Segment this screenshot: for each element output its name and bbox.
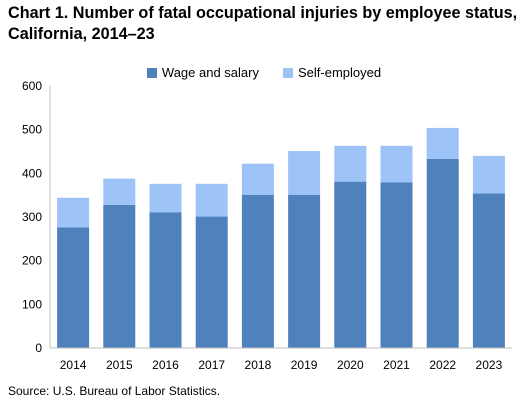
bar-wage-and-salary — [57, 227, 90, 348]
x-tick-label: 2014 — [60, 358, 87, 372]
legend-swatch-wage — [146, 68, 157, 78]
bar-wage-and-salary — [103, 204, 136, 348]
y-tick-label: 300 — [22, 210, 42, 224]
bar-wage-and-salary — [195, 216, 228, 348]
bar-wage-and-salary — [380, 182, 413, 348]
bar-self-employed — [195, 183, 228, 217]
x-tick-label: 2021 — [383, 358, 410, 372]
bar-self-employed — [57, 197, 90, 228]
x-tick-label: 2019 — [291, 358, 318, 372]
bar-wage-and-salary — [288, 194, 321, 348]
legend-label-self: Self-employed — [297, 65, 382, 80]
y-tick-label: 100 — [22, 297, 42, 311]
bar-self-employed — [149, 183, 182, 213]
bar-self-employed — [426, 127, 459, 159]
x-tick-label: 2015 — [106, 358, 133, 372]
x-tick-label: 2018 — [245, 358, 272, 372]
bar-self-employed — [334, 145, 367, 182]
bar-wage-and-salary — [426, 158, 459, 348]
x-tick-label: 2022 — [429, 358, 456, 372]
y-tick-label: 400 — [22, 166, 42, 180]
x-tick-label: 2023 — [476, 358, 503, 372]
bar-self-employed — [472, 155, 505, 194]
bar-self-employed — [103, 178, 136, 205]
bar-wage-and-salary — [334, 181, 367, 348]
x-tick-label: 2017 — [198, 358, 225, 372]
x-tick-label: 2016 — [152, 358, 179, 372]
chart-title: Chart 1. Number of fatal occupational in… — [8, 4, 518, 43]
legend-swatch-self — [282, 68, 293, 78]
bar-self-employed — [380, 145, 413, 183]
bar-wage-and-salary — [472, 193, 505, 348]
y-tick-label: 600 — [22, 79, 42, 93]
legend: Wage and salary Self-employed — [0, 65, 528, 81]
y-tick-label: 0 — [35, 341, 42, 355]
legend-item-wage: Wage and salary — [146, 65, 259, 81]
bar-wage-and-salary — [149, 212, 182, 348]
bar-self-employed — [288, 151, 321, 195]
bar-self-employed — [241, 163, 274, 195]
y-tick-label: 500 — [22, 123, 42, 137]
x-tick-label: 2020 — [337, 358, 364, 372]
legend-label-wage: Wage and salary — [161, 65, 259, 80]
source-note: Source: U.S. Bureau of Labor Statistics. — [8, 384, 221, 398]
bar-wage-and-salary — [241, 194, 274, 348]
y-tick-label: 200 — [22, 254, 42, 268]
legend-item-self: Self-employed — [282, 65, 382, 81]
